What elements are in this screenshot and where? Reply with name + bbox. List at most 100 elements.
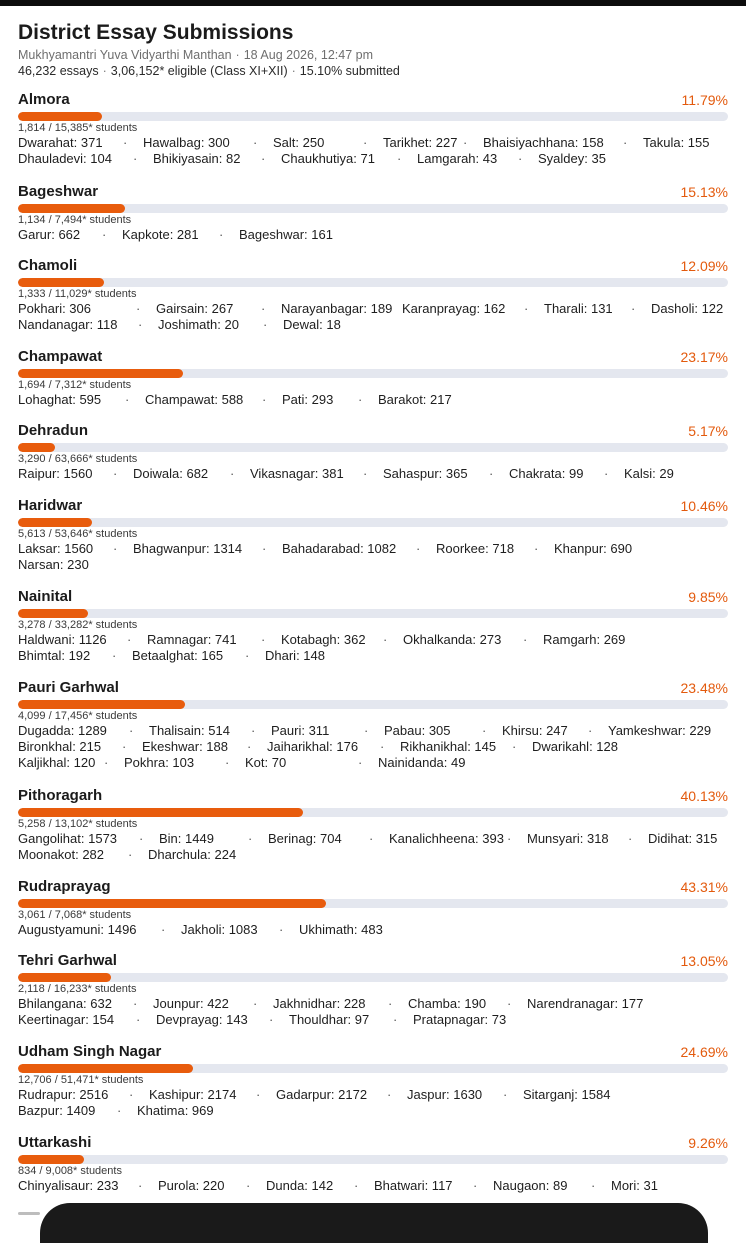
block-count: Bhimtal: 192 <box>18 648 91 663</box>
separator-dot: · <box>256 1087 261 1102</box>
separator-dot: · <box>269 1012 274 1027</box>
district-header: Pithoragarh 40.13% <box>18 786 728 806</box>
block-count: Chamba: 190 <box>408 996 487 1011</box>
block-count: Garur: 662 <box>18 227 81 242</box>
block-row: Bazpur: 1409 · Khatima: 969 <box>18 1103 728 1119</box>
separator-dot: · <box>102 64 107 78</box>
block-row: Raipur: 1560 · Doiwala: 682 · Vikasnagar: 38… <box>18 466 728 482</box>
separator-dot: · <box>112 648 117 663</box>
block-count: Pauri: 311 <box>271 723 330 738</box>
separator-dot: · <box>251 723 256 738</box>
separator-dot: · <box>261 301 266 316</box>
progress-fill <box>18 518 93 527</box>
block-count: Rudrapur: 2516 <box>18 1087 109 1102</box>
district-name: Udham Singh Nagar <box>18 1043 162 1060</box>
separator-dot: · <box>489 466 494 481</box>
block-count: Munsyari: 318 <box>527 831 609 846</box>
separator-dot: · <box>253 135 258 150</box>
block-count: Joshimath: 20 <box>158 317 239 332</box>
block-count: Jaspur: 1630 <box>407 1087 483 1102</box>
separator-dot: · <box>262 541 267 556</box>
progress-track <box>18 899 728 908</box>
block-count: Bahadarabad: 1082 <box>282 541 397 556</box>
progress-track <box>18 204 728 213</box>
progress-fill <box>18 204 126 213</box>
summary-stats: 46,232 essays · 3,06,152* eligible (Class … <box>18 63 730 79</box>
separator-dot: · <box>363 135 368 150</box>
district-card: Bageshwar 15.13% 1,134 / 7,494* students Ga… <box>18 182 728 243</box>
block-count: Betaalghat: 165 <box>132 648 224 663</box>
block-list: Haldwani: 1126 · Ramnagar: 741 · Kotabagh: 3… <box>18 632 728 664</box>
block-count: Kotabagh: 362 <box>281 632 366 647</box>
district-header: Chamoli 12.09% <box>18 256 728 276</box>
program-name: Mukhyamantri Yuva Vidyarthi Manthan <box>18 48 232 62</box>
separator-dot: · <box>129 723 134 738</box>
block-row: Pokhari: 306 · Gairsain: 267 · Narayanbagar:… <box>18 301 728 317</box>
block-count: Dwarahat: 371 <box>18 135 103 150</box>
progress-track <box>18 1155 728 1164</box>
block-count: Bhikiyasain: 82 <box>153 151 241 166</box>
district-percent: 9.26% <box>688 1135 728 1151</box>
block-count: Sitarganj: 1584 <box>523 1087 611 1102</box>
separator-dot: · <box>524 301 529 316</box>
block-row: Nandanagar: 118 · Joshimath: 20 · Dewal: 18 <box>18 317 728 333</box>
district-percent: 10.46% <box>680 498 728 514</box>
district-card: Haridwar 10.46% 5,613 / 53,646* students La… <box>18 496 728 573</box>
separator-dot: · <box>631 301 636 316</box>
block-count: Thalisain: 514 <box>149 723 230 738</box>
progress-track <box>18 112 728 121</box>
block-count: Ukhimath: 483 <box>299 922 383 937</box>
timestamp: 18 Aug 2026, 12:47 pm <box>243 48 373 62</box>
district-header: Champawat 23.17% <box>18 347 728 367</box>
status-bar-strip <box>0 0 746 6</box>
separator-dot: · <box>128 847 133 862</box>
block-list: Pokhari: 306 · Gairsain: 267 · Narayanbagar:… <box>18 301 728 333</box>
district-name: Champawat <box>18 348 103 365</box>
separator-dot: · <box>261 151 266 166</box>
district-percent: 23.17% <box>680 349 728 365</box>
block-count: Jakhnidhar: 228 <box>273 996 366 1011</box>
progress-track <box>18 973 728 982</box>
block-count: Dasholi: 122 <box>651 301 724 316</box>
separator-dot: · <box>219 227 224 242</box>
separator-dot: · <box>133 996 138 1011</box>
separator-dot: · <box>136 1012 141 1027</box>
separator-dot: · <box>127 632 132 647</box>
block-count: Kot: 70 <box>245 755 287 770</box>
district-name: Dehradun <box>18 422 89 439</box>
separator-dot: · <box>248 831 253 846</box>
partial-element <box>18 1212 40 1215</box>
program-line: Mukhyamantri Yuva Vidyarthi Manthan · 18 A… <box>18 47 730 63</box>
district-card: Champawat 23.17% 1,694 / 7,312* students Lo… <box>18 347 728 408</box>
separator-dot: · <box>133 151 138 166</box>
block-row: Moonakot: 282 · Dharchula: 224 <box>18 847 728 863</box>
block-count: Ekeshwar: 188 <box>142 739 228 754</box>
district-percent: 11.79% <box>681 92 728 108</box>
separator-dot: · <box>139 831 144 846</box>
block-count: Pabau: 305 <box>384 723 451 738</box>
district-header: Nainital 9.85% <box>18 587 728 607</box>
block-count: Narendranagar: 177 <box>527 996 644 1011</box>
separator-dot: · <box>245 648 250 663</box>
block-count: Kaljikhal: 120 <box>18 755 96 770</box>
separator-dot: · <box>161 922 166 937</box>
block-count: Naugaon: 89 <box>493 1178 568 1193</box>
student-count: 2,118 / 16,233* students <box>18 983 137 995</box>
block-list: Rudrapur: 2516 · Kashipur: 2174 · Gadarpur: … <box>18 1087 728 1119</box>
student-count: 5,258 / 13,102* students <box>18 818 138 830</box>
separator-dot: · <box>604 466 609 481</box>
district-name: Almora <box>18 91 70 108</box>
block-row: Bironkhal: 215 · Ekeshwar: 188 · Jaiharikhal… <box>18 739 728 755</box>
block-count: Gairsain: 267 <box>156 301 234 316</box>
student-count: 1,694 / 7,312* students <box>18 379 132 391</box>
block-count: Pokhari: 306 <box>18 301 91 316</box>
bottom-sheet-handle[interactable] <box>40 1203 708 1243</box>
block-count: Lohaghat: 595 <box>18 392 102 407</box>
block-count: Lamgarah: 43 <box>417 151 498 166</box>
progress-fill <box>18 1064 194 1073</box>
district-percent: 15.13% <box>680 184 728 200</box>
separator-dot: · <box>482 723 487 738</box>
block-count: Doiwala: 682 <box>133 466 209 481</box>
block-list: Laksar: 1560 · Bhagwanpur: 1314 · Bahadaraba… <box>18 541 728 573</box>
progress-fill <box>18 973 111 982</box>
